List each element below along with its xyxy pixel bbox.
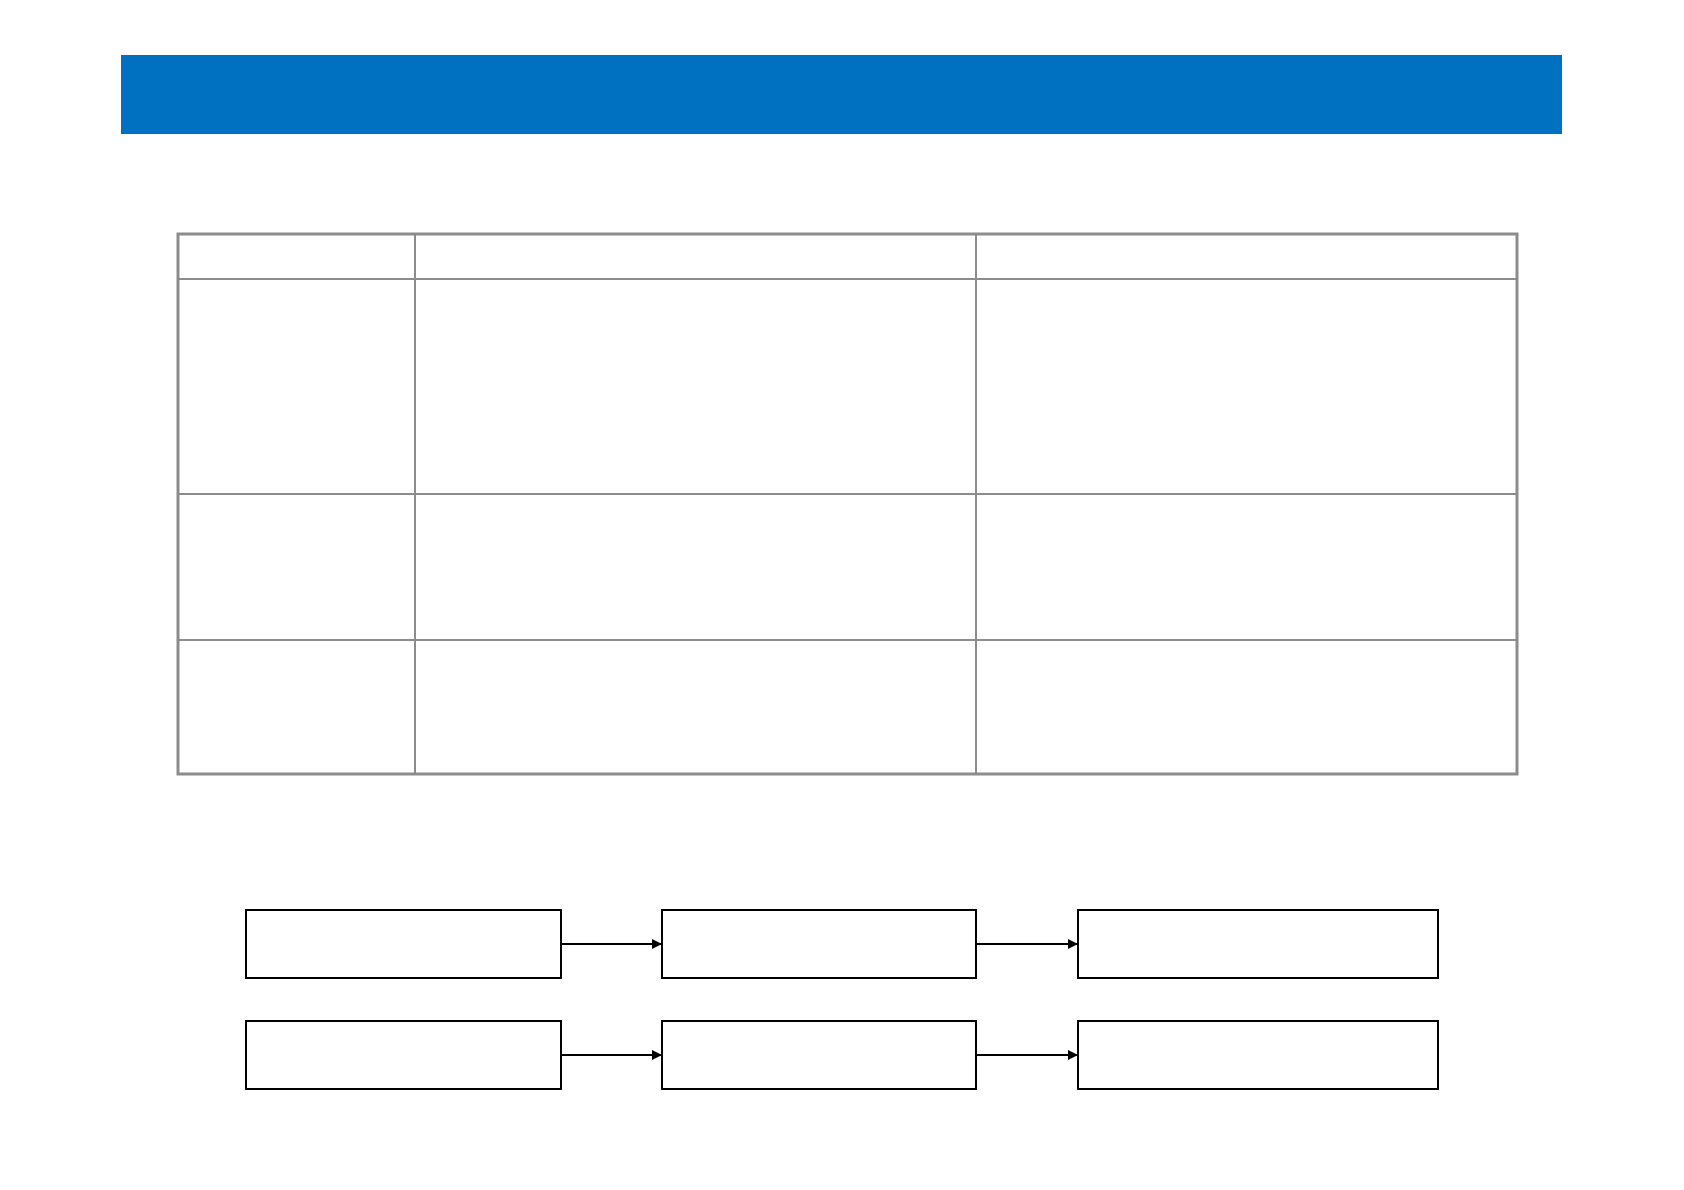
flow-box — [1077, 1020, 1439, 1090]
flow-box — [661, 1020, 977, 1090]
flow-diagram — [245, 909, 1439, 1090]
header-bar — [121, 55, 1562, 134]
flow-box — [1077, 909, 1439, 979]
flow-box — [245, 1020, 562, 1090]
flow-box — [245, 909, 562, 979]
table-border — [176, 232, 1519, 776]
table — [176, 232, 1519, 776]
flow-box — [661, 909, 977, 979]
